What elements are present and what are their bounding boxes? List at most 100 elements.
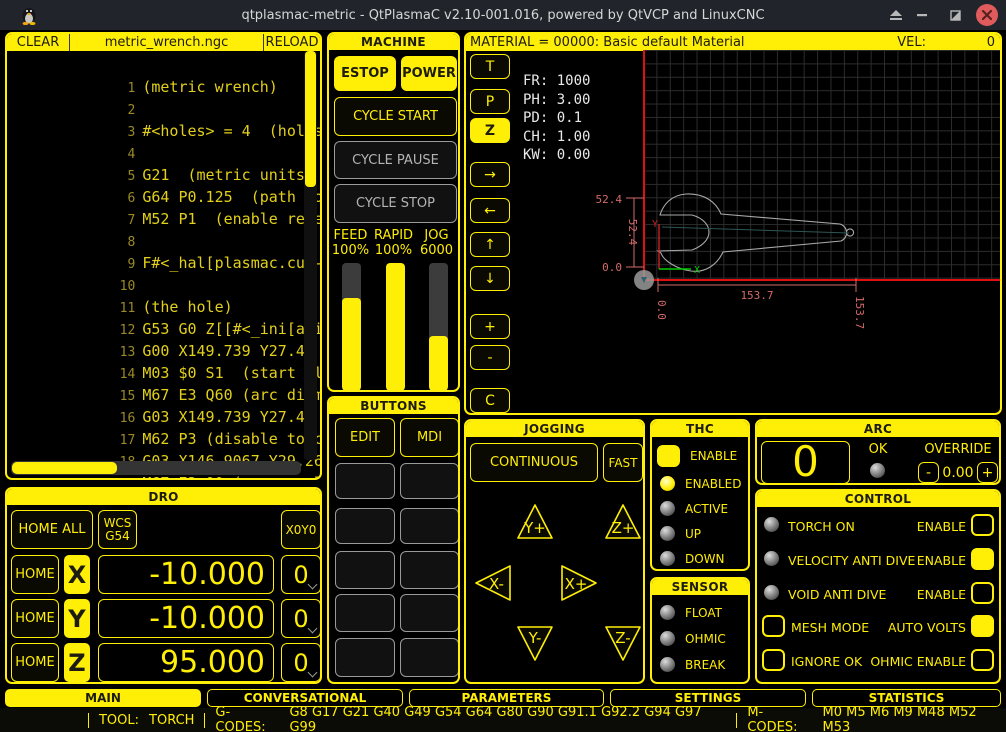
- gcode-line[interactable]: 4: [13, 120, 320, 162]
- home-all-button[interactable]: HOME ALL: [11, 510, 93, 549]
- gcode-line[interactable]: 1 (metric wrench): [13, 54, 320, 96]
- gcode-line[interactable]: 10: [13, 252, 320, 294]
- jog-z-minus-button[interactable]: Z-: [603, 624, 643, 663]
- dro-y-offset-select[interactable]: 0: [281, 599, 320, 638]
- gcode-line[interactable]: 13 G00 X149.739 Y27.45: [13, 318, 320, 360]
- feed-label: FEED: [333, 228, 368, 243]
- ohmic-enable-checkbox[interactable]: [971, 649, 994, 671]
- minimize-icon[interactable]: [913, 7, 931, 23]
- home-z-button[interactable]: HOME: [11, 643, 59, 682]
- user-button-blank[interactable]: [335, 463, 395, 499]
- user-button-blank[interactable]: [400, 463, 458, 499]
- jog-continuous-button[interactable]: CONTINUOUS: [470, 443, 598, 482]
- user-button-blank[interactable]: [400, 508, 458, 544]
- tab-statistics[interactable]: STATISTICS: [812, 689, 1001, 707]
- velocity-enable-checkbox[interactable]: [971, 548, 994, 570]
- close-icon[interactable]: [976, 4, 998, 26]
- edit-button[interactable]: EDIT: [335, 418, 395, 457]
- pan-right-button[interactable]: →: [470, 162, 510, 187]
- gcode-list[interactable]: 1 (metric wrench) 2 3 #<holes> = 4 (holes …: [7, 51, 320, 478]
- axis-y-label[interactable]: Y: [64, 599, 90, 638]
- preview-viewport[interactable]: Y X 52.4 52.4 0.0 153.7 0.0 153.7 FR: 10: [466, 50, 1000, 413]
- override-plus-button[interactable]: +: [977, 462, 998, 483]
- dro-z-offset-select[interactable]: 0: [281, 643, 320, 682]
- thc-enable-checkbox[interactable]: [657, 445, 680, 467]
- gcode-line[interactable]: 19 M67 E3 Q0 (arc complete, veloc: [13, 450, 320, 478]
- jog-x-plus-button[interactable]: X+: [559, 563, 600, 603]
- user-button-blank[interactable]: [400, 594, 458, 632]
- reload-button[interactable]: RELOAD: [265, 35, 319, 50]
- gcode-line[interactable]: 3#<holes> = 4 (holes and arcs: [13, 98, 321, 140]
- gcode-line[interactable]: 12 G53 G0 Z[[#<_ini[axis_z]max_li: [13, 296, 320, 338]
- gcode-line[interactable]: 5 G21 (metric units): [13, 142, 320, 184]
- rapid-slider[interactable]: [386, 263, 405, 390]
- zoom-out-button[interactable]: -: [470, 345, 510, 370]
- axis-x-label[interactable]: X: [64, 555, 90, 594]
- user-button-blank[interactable]: [400, 638, 458, 677]
- torch-enable-checkbox[interactable]: [971, 514, 994, 536]
- zoom-in-button[interactable]: +: [470, 314, 510, 339]
- shade-icon[interactable]: [887, 7, 905, 23]
- user-button-blank[interactable]: [335, 551, 395, 589]
- tab-parameters[interactable]: PARAMETERS: [409, 689, 604, 707]
- gcode-line[interactable]: 9 F#<_hal[plasmac.cut-feed-rate]: [13, 230, 321, 272]
- preview-top-view-button[interactable]: T: [470, 54, 510, 79]
- axis-z-label[interactable]: Z: [64, 643, 90, 682]
- clear-button[interactable]: CLEAR: [16, 35, 60, 50]
- scrollbar-thumb[interactable]: [12, 462, 117, 474]
- tab-main[interactable]: MAIN: [5, 689, 201, 707]
- preview-z-view-button[interactable]: Z: [470, 118, 510, 143]
- mesh-mode-checkbox[interactable]: [762, 615, 785, 637]
- gcode-vertical-scrollbar[interactable]: [304, 51, 317, 460]
- jog-z-plus-button[interactable]: Z+: [603, 502, 643, 541]
- gcode-line[interactable]: 2: [13, 76, 320, 118]
- power-button[interactable]: POWER: [401, 56, 457, 91]
- mdi-button[interactable]: MDI: [400, 418, 458, 457]
- gcode-horizontal-scrollbar[interactable]: [11, 461, 301, 475]
- gcode-line[interactable]: 11 (the hole): [13, 274, 320, 316]
- x0y0-button[interactable]: X0Y0: [281, 510, 320, 549]
- preview-perspective-button[interactable]: P: [470, 89, 510, 114]
- home-y-button[interactable]: HOME: [11, 599, 59, 638]
- wcs-button[interactable]: WCS G54: [98, 510, 137, 549]
- auto-volts-checkbox[interactable]: [971, 615, 994, 637]
- jog-x-minus-button[interactable]: X-: [472, 563, 513, 603]
- void-enable-checkbox[interactable]: [971, 582, 994, 604]
- void-enable-label: ENABLE: [916, 587, 966, 602]
- gcode-line[interactable]: 8: [13, 208, 320, 250]
- jog-slider[interactable]: [429, 263, 448, 390]
- jog-fast-button[interactable]: FAST: [603, 443, 643, 482]
- material-selector[interactable]: MATERIAL = 00000: Basic default Material: [470, 35, 745, 50]
- cycle-stop-button[interactable]: CYCLE STOP: [334, 184, 457, 223]
- clear-view-button[interactable]: C: [470, 388, 510, 413]
- cycle-start-button[interactable]: CYCLE START: [334, 97, 457, 136]
- cycle-pause-button[interactable]: CYCLE PAUSE: [334, 141, 457, 179]
- sensor-ohmic-row: OHMIC: [660, 631, 726, 646]
- home-x-button[interactable]: HOME: [11, 555, 59, 594]
- tab-conversational[interactable]: CONVERSATIONAL: [207, 689, 403, 707]
- user-button-blank[interactable]: [335, 508, 395, 544]
- jog-y-plus-button[interactable]: Y+: [515, 502, 555, 541]
- user-button-blank[interactable]: [335, 638, 395, 677]
- pan-left-button[interactable]: ←: [470, 198, 510, 223]
- restore-icon[interactable]: [946, 7, 964, 23]
- jog-y-minus-button[interactable]: Y-: [515, 624, 555, 663]
- user-button-blank[interactable]: [400, 551, 458, 589]
- tab-settings[interactable]: SETTINGS: [610, 689, 806, 707]
- pan-down-button[interactable]: ↓: [470, 266, 510, 291]
- estop-button[interactable]: ESTOP: [334, 56, 396, 91]
- override-minus-button[interactable]: -: [918, 462, 939, 483]
- gcode-line[interactable]: 16 G03 X149.739 Y27.45 I-2 J0: [13, 384, 320, 426]
- user-button-blank[interactable]: [335, 594, 395, 632]
- gcode-line[interactable]: 18G03 X146.9067 Y29.2686 I-2.000: [13, 428, 320, 470]
- scrollbar-thumb[interactable]: [305, 51, 316, 187]
- feed-slider[interactable]: [342, 263, 361, 390]
- pan-up-button[interactable]: ↑: [470, 232, 510, 257]
- ignore-ok-checkbox[interactable]: [762, 649, 785, 671]
- dro-x-offset-select[interactable]: 0: [281, 555, 320, 594]
